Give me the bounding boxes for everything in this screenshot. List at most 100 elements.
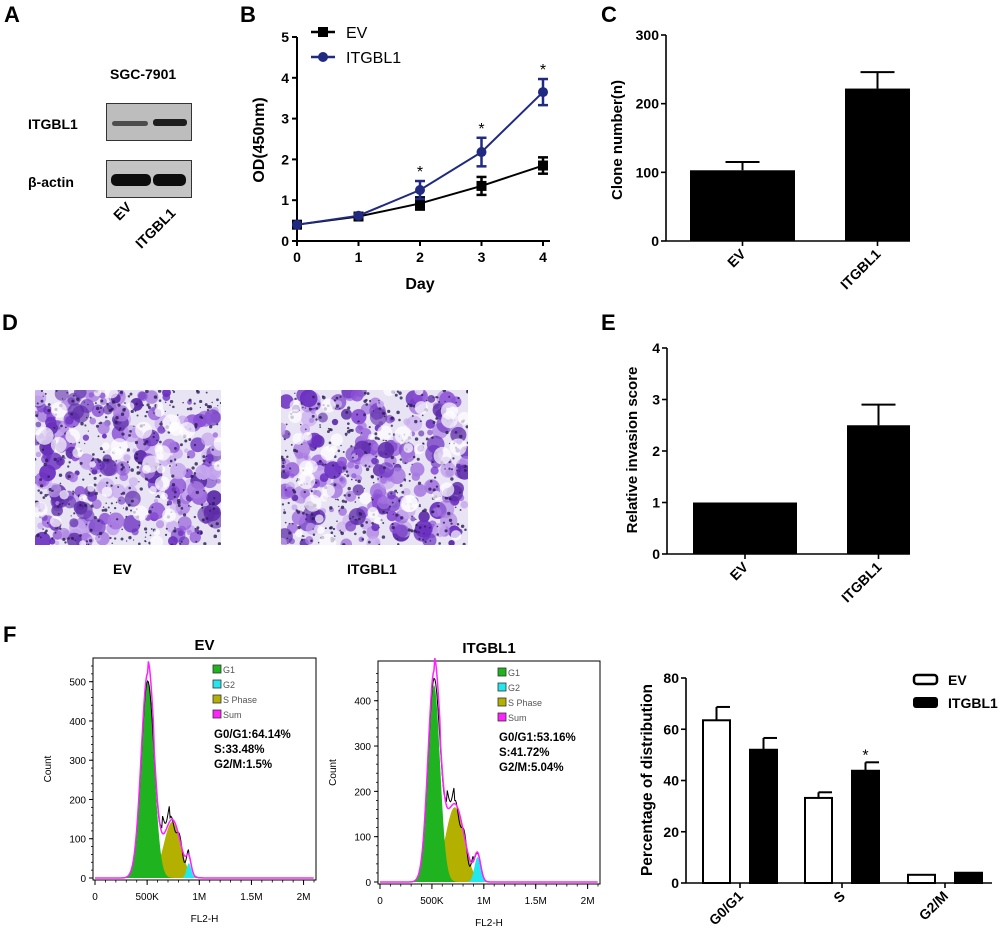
pore-dot	[411, 515, 413, 518]
pore-dot	[310, 513, 314, 516]
pore-dot	[59, 482, 62, 485]
stained-cell	[47, 483, 62, 498]
x-tick-label: 1M	[477, 896, 491, 907]
pore-dot	[56, 505, 60, 508]
pore-dot	[213, 534, 218, 539]
stained-cell	[293, 441, 311, 459]
pore-dot	[312, 528, 314, 530]
pore-dot	[355, 453, 358, 455]
pore-dot	[219, 401, 221, 405]
pore-dot	[128, 535, 132, 540]
clear-area	[148, 486, 157, 495]
pore-dot	[120, 463, 124, 467]
stained-cell	[171, 487, 177, 492]
pore-dot	[85, 540, 89, 543]
x-tick-label: 2M	[581, 896, 595, 907]
pore-dot	[444, 529, 448, 533]
stained-cell	[319, 473, 329, 482]
panel-label-d: D	[2, 310, 18, 335]
stained-cell	[410, 462, 425, 477]
stained-cell	[39, 464, 56, 482]
pore-dot	[182, 489, 185, 491]
pore-dot	[308, 407, 312, 411]
pore-dot	[208, 405, 213, 409]
legend-swatch	[212, 694, 222, 704]
pore-dot	[146, 403, 150, 407]
phase-stat: S:33.48%	[214, 744, 265, 756]
y-tick-label: 100	[636, 164, 660, 180]
clear-area	[359, 492, 372, 505]
image-label: ITGBL1	[347, 561, 397, 577]
y-axis-label: Count	[43, 755, 54, 782]
pore-dot	[375, 455, 378, 458]
pore-dot	[305, 518, 307, 520]
clear-area	[162, 414, 181, 433]
pore-dot	[169, 399, 174, 404]
pore-dot	[95, 424, 99, 428]
pore-dot	[314, 447, 317, 450]
phase-stat: G2/M:1.5%	[214, 759, 272, 771]
phase-stat: G0/G1:64.14%	[214, 729, 291, 741]
pore-dot	[356, 490, 359, 493]
pore-dot	[201, 518, 205, 522]
pore-dot	[89, 528, 93, 532]
pore-dot	[286, 537, 289, 540]
pore-dot	[84, 424, 87, 427]
phase-stat: G2/M:5.04%	[499, 762, 564, 774]
pore-dot	[340, 444, 342, 447]
stained-cell	[35, 451, 42, 458]
pore-dot	[416, 457, 420, 461]
pore-dot	[281, 464, 285, 469]
pore-dot	[36, 533, 40, 538]
pore-dot	[96, 458, 100, 461]
pore-dot	[98, 411, 101, 414]
pore-dot	[209, 425, 213, 429]
pore-dot	[193, 443, 197, 447]
pore-dot	[137, 461, 141, 465]
pore-dot	[87, 491, 91, 495]
legend: EV ITGBL1	[912, 672, 998, 711]
legend-label: G1	[508, 668, 520, 678]
pore-dot	[39, 484, 44, 488]
pore-dot	[431, 436, 434, 440]
clear-area	[367, 507, 379, 519]
pore-dot	[201, 506, 204, 509]
pore-dot	[464, 464, 466, 466]
legend-label: ITGBL1	[346, 50, 401, 67]
pore-dot	[403, 478, 407, 481]
pore-dot	[57, 512, 60, 515]
pore-dot	[199, 406, 202, 409]
pore-dot	[380, 476, 383, 478]
pore-dot	[51, 537, 54, 540]
pore-dot	[175, 464, 178, 466]
pore-dot	[59, 527, 62, 530]
pore-dot	[192, 482, 194, 484]
x-tick-label: EV	[727, 558, 752, 583]
stained-cell	[300, 409, 318, 427]
pore-dot	[114, 507, 117, 510]
clear-area	[65, 428, 80, 444]
pore-dot	[100, 399, 104, 403]
pore-dot	[333, 483, 337, 487]
x-axis-label: FL2-H	[475, 918, 503, 929]
y-tick-label: 0	[651, 233, 659, 249]
pore-dot	[199, 415, 203, 419]
pore-dot	[347, 493, 351, 497]
stained-cell	[82, 434, 90, 441]
pore-dot	[208, 461, 211, 464]
pore-dot	[322, 395, 326, 400]
stained-cell	[66, 532, 82, 545]
significance-marker: *	[478, 121, 484, 138]
pore-dot	[205, 391, 208, 394]
stained-cell	[337, 456, 348, 467]
pore-dot	[466, 390, 468, 394]
pore-dot	[346, 426, 350, 430]
clear-area	[135, 421, 153, 439]
legend-swatch	[497, 697, 507, 707]
y-tick-label: 400	[354, 697, 371, 708]
pore-dot	[392, 462, 395, 465]
pore-dot	[203, 542, 207, 545]
pore-dot	[164, 410, 166, 412]
pore-dot	[78, 441, 81, 444]
pore-dot	[342, 466, 346, 470]
